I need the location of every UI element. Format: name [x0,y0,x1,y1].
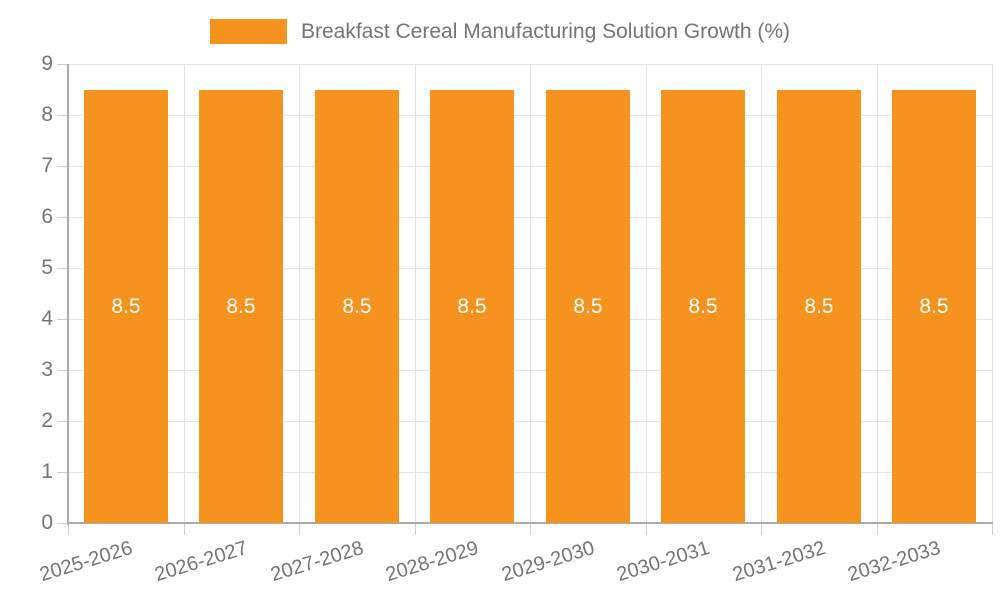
x-tick-label: 2027-2028 [268,537,367,587]
y-tick-mark [57,370,68,371]
legend-label: Breakfast Cereal Manufacturing Solution … [300,19,791,43]
bar-value-label: 8.5 [919,294,949,318]
y-tick-mark [57,268,68,269]
y-tick-label: 0 [41,511,53,534]
y-tick-mark [57,166,68,167]
gridline-v [761,64,762,523]
y-tick-label: 2 [41,409,53,432]
bar-2028-2029[interactable]: 8.5 [430,90,514,523]
bar-value-label: 8.5 [457,294,487,318]
y-tick-label: 3 [41,358,53,381]
x-tick-label: 2028-2029 [383,537,482,587]
x-tick-label: 2026-2027 [152,537,251,587]
y-tick-label: 4 [41,307,53,330]
bar-value-label: 8.5 [573,294,603,318]
gridline-v [415,64,416,523]
x-tick-label: 2025-2026 [37,537,136,587]
y-tick-label: 1 [41,460,53,483]
y-tick-mark [57,319,68,320]
gridline-v [530,64,531,523]
y-tick-mark [57,217,68,218]
y-axis-line [67,64,69,525]
x-tick-label: 2029-2030 [499,537,598,587]
gridline-v [646,64,647,523]
y-tick-mark [57,472,68,473]
bar-2030-2031[interactable]: 8.5 [661,90,745,523]
bar-value-label: 8.5 [342,294,372,318]
gridline-v [184,64,185,523]
y-tick-label: 6 [41,205,53,228]
x-tick-label: 2030-2031 [614,537,713,587]
legend-swatch [209,19,287,44]
x-tick-mark [415,523,416,535]
x-tick-mark [184,523,185,535]
x-tick-mark [992,523,993,535]
bar-2029-2030[interactable]: 8.5 [546,90,630,523]
x-tick-mark [877,523,878,535]
gridline-v [992,64,993,523]
bar-value-label: 8.5 [111,294,141,318]
y-tick-mark [57,421,68,422]
bar-value-label: 8.5 [226,294,256,318]
y-tick-mark [57,115,68,116]
bar-2025-2026[interactable]: 8.5 [84,90,168,523]
bar-2027-2028[interactable]: 8.5 [315,90,399,523]
y-tick-label: 7 [41,154,53,177]
y-tick-label: 5 [41,256,53,279]
gridline-v [877,64,878,523]
x-tick-mark [530,523,531,535]
legend[interactable]: Breakfast Cereal Manufacturing Solution … [0,19,1000,44]
x-tick-mark [646,523,647,535]
x-tick-label: 2032-2033 [845,537,944,587]
bar-value-label: 8.5 [804,294,834,318]
bar-2031-2032[interactable]: 8.5 [777,90,861,523]
x-tick-mark [68,523,69,535]
x-axis-line [67,522,993,524]
bar-2032-2033[interactable]: 8.5 [892,90,976,523]
x-tick-mark [761,523,762,535]
y-tick-label: 9 [41,52,53,75]
x-tick-mark [299,523,300,535]
bar-2026-2027[interactable]: 8.5 [199,90,283,523]
y-tick-mark [57,64,68,65]
x-tick-label: 2031-2032 [730,537,829,587]
y-tick-mark [57,523,68,524]
bar-value-label: 8.5 [688,294,718,318]
y-tick-label: 8 [41,103,53,126]
gridline-v [299,64,300,523]
